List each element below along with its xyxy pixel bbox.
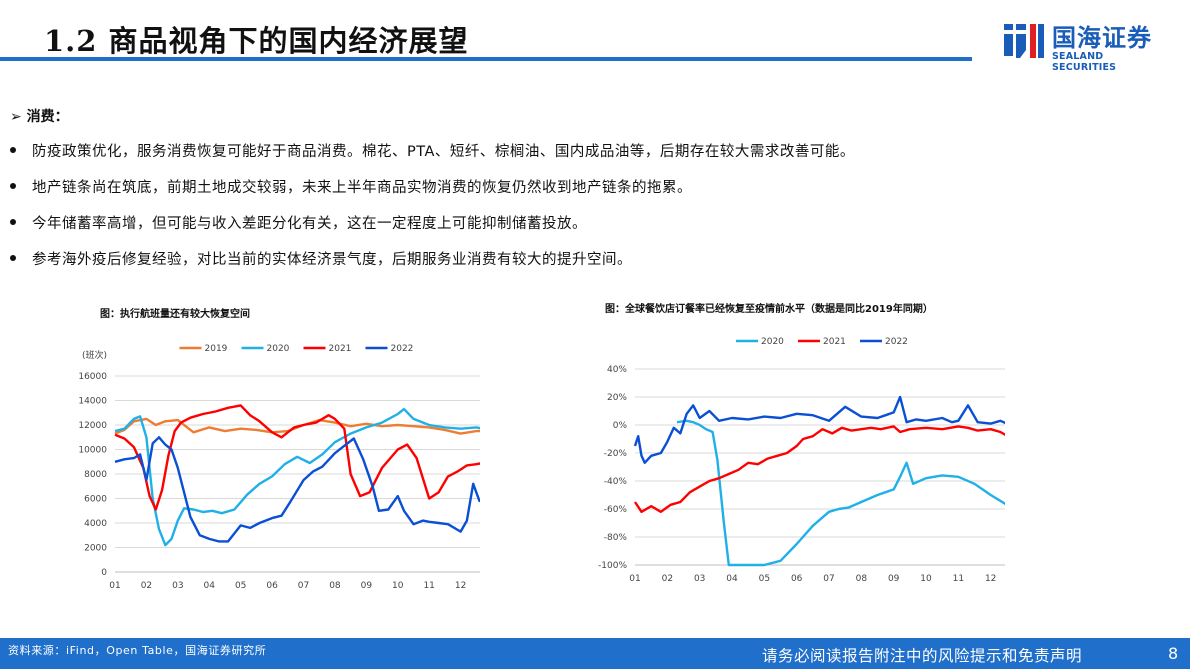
y-tick-label: -60%	[604, 505, 628, 515]
x-tick-label: 01	[109, 581, 120, 591]
x-tick-label: 05	[759, 574, 770, 584]
logo-en-name: SEALAND SECURITIES	[1052, 51, 1117, 73]
legend-label-2021: 2021	[823, 337, 846, 347]
chart1-title: 图：执行航班量还有较大恢复空间	[100, 309, 250, 320]
title-underline	[0, 57, 972, 61]
x-tick-label: 09	[888, 574, 900, 584]
x-tick-label: 02	[141, 581, 152, 591]
footer-disclaimer: 请务必阅读报告附注中的风险提示和免责声明	[762, 647, 1083, 665]
bullet-dot	[10, 255, 16, 261]
bullet-dot	[10, 219, 16, 225]
legend-label-2021: 2021	[329, 344, 352, 354]
chart-flights: 0 2000 4000 6000 8000 10000 12000 14000 16000 01 0…	[78, 344, 480, 591]
chart2-title: 图：全球餐饮店订餐率已经恢复至疫情前水平（数据是同比2019年同期）	[605, 304, 933, 315]
company-logo: 国海证券 SEALAND SECURITIES	[1002, 18, 1167, 73]
footer-bar: 资料来源：iFind，Open Table，国海证券研究所 请务必阅读报告附注中…	[0, 638, 1190, 669]
footer-source: 资料来源：iFind，Open Table，国海证券研究所	[8, 644, 267, 657]
y-tick-label: 40%	[607, 365, 627, 375]
x-tick-label: 08	[856, 574, 868, 584]
x-tick-label: 06	[266, 581, 278, 591]
y-tick-label: 6000	[84, 495, 107, 505]
section-heading: ➢ 消费：	[10, 109, 69, 125]
series-line-2021	[114, 404, 480, 511]
legend-label-2022: 2022	[391, 344, 414, 354]
page-title: 1.2 商品视角下的国内经济展望	[44, 24, 469, 58]
bullet-dot	[10, 183, 16, 189]
x-tick-label: 03	[694, 574, 705, 584]
y-tick-label: -80%	[604, 533, 628, 543]
y-tick-label: -20%	[604, 449, 628, 459]
series-line-2020	[676, 419, 1005, 567]
x-tick-label: 12	[985, 574, 996, 584]
x-tick-label: 03	[172, 581, 183, 591]
chart-restaurant-bookings: -100% -80% -60% -40% -20% 0% 20% 40% 01 02 03 04 05 0…	[598, 337, 1005, 584]
page-number: 8	[1168, 644, 1179, 663]
y-tick-label: 2000	[84, 544, 107, 554]
x-tick-label: 10	[392, 581, 404, 591]
y-tick-label: 20%	[607, 393, 627, 403]
legend-label-2022: 2022	[885, 337, 908, 347]
y-tick-label: 12000	[78, 421, 107, 431]
bullet-text: 今年储蓄率高增，但可能与收入差距分化有关，这在一定程度上可能抑制储蓄投放。	[32, 216, 587, 232]
legend-label-2019: 2019	[205, 344, 228, 354]
bullet-text: 参考海外疫后修复经验，对比当前的实体经济景气度，后期服务业消费有较大的提升空间。	[32, 252, 632, 268]
x-tick-label: 07	[298, 581, 309, 591]
y-tick-label: 0	[101, 568, 107, 578]
series-line-2022	[633, 395, 1005, 465]
bullet-text: 防疫政策优化，服务消费恢复可能好于商品消费。棉花、PTA、短纤、棕榈油、国内成品…	[32, 144, 855, 160]
bullet-text: 地产链条尚在筑底，前期土地成交较弱，未来上半年商品实物消费的恢复仍然收到地产链条…	[32, 180, 692, 196]
y-tick-label: 16000	[78, 372, 107, 382]
y-tick-label: -40%	[604, 477, 628, 487]
x-tick-label: 05	[235, 581, 246, 591]
x-tick-label: 01	[629, 574, 640, 584]
y-tick-label: 10000	[78, 446, 107, 456]
bullet-dot	[10, 147, 16, 153]
x-tick-label: 09	[361, 581, 373, 591]
y-tick-label: 14000	[78, 397, 107, 407]
legend-label-2020: 2020	[761, 337, 784, 347]
y-tick-label: 4000	[84, 519, 107, 529]
series-line-2021	[633, 425, 1005, 514]
x-tick-label: 08	[329, 581, 341, 591]
x-tick-label: 06	[791, 574, 803, 584]
x-tick-label: 11	[953, 574, 964, 584]
x-tick-label: 07	[823, 574, 834, 584]
logo-mark-icon	[1004, 24, 1044, 58]
y-axis-label: (班次)	[82, 349, 107, 361]
logo-name: 国海证券	[1052, 24, 1152, 52]
y-tick-label: 8000	[84, 470, 107, 480]
series-line-2020	[114, 407, 480, 547]
y-tick-label: -100%	[598, 561, 627, 571]
x-tick-label: 04	[726, 574, 738, 584]
x-tick-label: 12	[455, 581, 466, 591]
x-tick-label: 04	[204, 581, 216, 591]
x-tick-label: 11	[423, 581, 434, 591]
legend-label-2020: 2020	[267, 344, 290, 354]
series-line-2022	[114, 436, 480, 543]
y-tick-label: 0%	[613, 421, 628, 431]
x-tick-label: 02	[662, 574, 673, 584]
x-tick-label: 10	[920, 574, 932, 584]
